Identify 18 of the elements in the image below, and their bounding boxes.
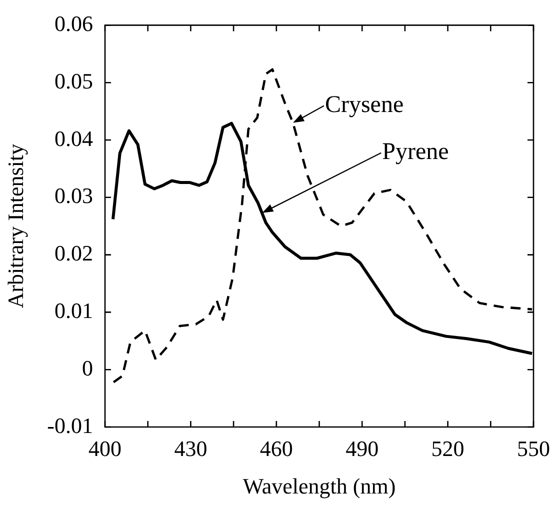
x-axis-title: Wavelength (nm) <box>242 474 396 499</box>
annotation: Pyrene <box>382 139 449 166</box>
y-tick-label: 0.02 <box>54 240 93 266</box>
y-tick-label: -0.01 <box>47 412 93 438</box>
x-tick-label: 490 <box>346 436 379 461</box>
y-axis-title: Arbitrary Intensity <box>2 144 28 308</box>
y-tick-label: 0.05 <box>54 68 93 94</box>
y-tick-label: 0.03 <box>54 183 93 208</box>
x-tick-label: 520 <box>431 436 464 461</box>
x-tick-label: 400 <box>88 436 122 461</box>
x-tick-label: 550 <box>517 436 550 461</box>
annotation: Crysene <box>324 92 404 118</box>
y-tick-label: 0 <box>82 355 93 380</box>
x-tick-label: 460 <box>260 436 293 461</box>
y-tick-label: 0.01 <box>54 298 93 323</box>
y-tick-label: 0.04 <box>54 126 93 151</box>
y-tick-label: 0.06 <box>54 10 93 36</box>
x-tick-label: 430 <box>174 436 208 461</box>
